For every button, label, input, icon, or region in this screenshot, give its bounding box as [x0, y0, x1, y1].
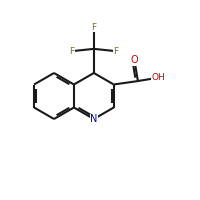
- Text: F: F: [91, 22, 96, 31]
- Text: N: N: [90, 114, 98, 124]
- Text: OH: OH: [152, 73, 165, 82]
- Text: F: F: [69, 47, 75, 56]
- Text: O: O: [131, 55, 138, 65]
- Text: F: F: [113, 47, 118, 56]
